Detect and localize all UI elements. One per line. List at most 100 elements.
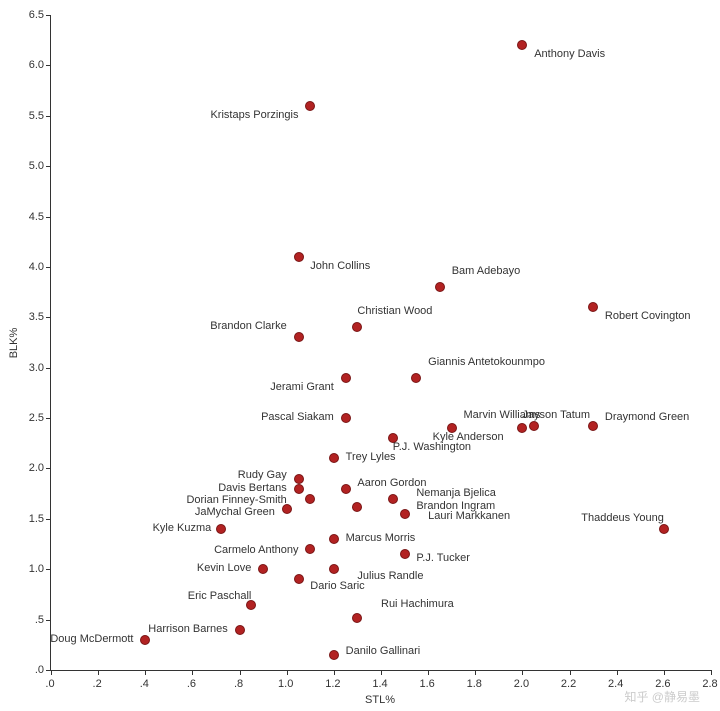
data-point — [588, 421, 598, 431]
y-tick — [46, 116, 51, 117]
data-point — [282, 504, 292, 514]
data-point — [294, 574, 304, 584]
data-label: Giannis Antetokounmpo — [428, 357, 545, 368]
y-tick-label: .5 — [22, 614, 44, 626]
y-tick — [46, 15, 51, 16]
data-point — [305, 494, 315, 504]
y-tick — [46, 519, 51, 520]
data-label: Marvin Williams — [464, 410, 541, 421]
x-tick-label: 2.0 — [514, 678, 529, 690]
watermark: 知乎 @静易墨 — [624, 688, 700, 705]
data-label: Thaddeus Young — [581, 513, 664, 524]
data-point — [400, 509, 410, 519]
data-label: Rui Hachimura — [381, 599, 454, 610]
y-tick-label: 5.5 — [22, 110, 44, 122]
data-point — [588, 302, 598, 312]
x-tick-label: 1.2 — [325, 678, 340, 690]
data-label: Marcus Morris — [346, 533, 416, 544]
data-label: P.J. Tucker — [416, 553, 470, 564]
x-tick-label: .8 — [234, 678, 243, 690]
y-tick — [46, 217, 51, 218]
x-tick — [664, 670, 665, 675]
data-label: Nemanja Bjelica — [416, 488, 495, 499]
data-label: Trey Lyles — [346, 452, 396, 463]
y-tick-label: 5.0 — [22, 160, 44, 172]
y-tick — [46, 468, 51, 469]
data-label: Doug McDermott — [50, 634, 133, 645]
x-tick-label: .0 — [45, 678, 54, 690]
x-tick — [240, 670, 241, 675]
data-point — [294, 484, 304, 494]
x-tick-label: 2.6 — [655, 678, 670, 690]
data-label: Pascal Siakam — [261, 412, 334, 423]
x-tick — [98, 670, 99, 675]
x-tick-label: .2 — [93, 678, 102, 690]
data-point — [329, 453, 339, 463]
x-tick — [711, 670, 712, 675]
x-tick — [570, 670, 571, 675]
data-point — [235, 625, 245, 635]
data-point — [294, 332, 304, 342]
y-tick — [46, 267, 51, 268]
x-tick-label: 1.6 — [419, 678, 434, 690]
data-label: Kevin Love — [197, 563, 251, 574]
data-label: Kyle Kuzma — [153, 523, 212, 534]
x-tick-label: 1.4 — [372, 678, 387, 690]
data-point — [329, 534, 339, 544]
data-point — [352, 613, 362, 623]
y-tick — [46, 620, 51, 621]
y-tick-label: 3.0 — [22, 362, 44, 374]
x-tick-label: 2.4 — [608, 678, 623, 690]
data-label: JaMychal Green — [195, 507, 275, 518]
y-axis-label: BLK% — [8, 327, 20, 358]
y-tick — [46, 569, 51, 570]
x-tick-label: .6 — [187, 678, 196, 690]
y-tick-label: 6.0 — [22, 59, 44, 71]
x-tick — [334, 670, 335, 675]
data-point — [352, 322, 362, 332]
data-point — [341, 413, 351, 423]
data-point — [329, 650, 339, 660]
x-axis-label: STL% — [365, 694, 395, 706]
y-tick-label: 6.5 — [22, 9, 44, 21]
data-point — [352, 502, 362, 512]
scatter-chart: Anthony DavisKristaps PorzingisJohn Coll… — [0, 0, 720, 711]
data-label: Davis Bertans — [218, 483, 286, 494]
data-point — [305, 544, 315, 554]
y-tick — [46, 166, 51, 167]
y-tick-label: 4.0 — [22, 261, 44, 273]
data-point — [659, 524, 669, 534]
x-tick — [522, 670, 523, 675]
data-label: Carmelo Anthony — [214, 545, 298, 556]
x-tick — [475, 670, 476, 675]
data-label: P.J. Washington — [393, 442, 471, 453]
y-tick-label: 1.0 — [22, 563, 44, 575]
data-label: Brandon Clarke — [210, 321, 286, 332]
data-point — [140, 635, 150, 645]
plot-area: Anthony DavisKristaps PorzingisJohn Coll… — [50, 15, 711, 671]
data-point — [294, 252, 304, 262]
y-tick — [46, 65, 51, 66]
data-label: Kristaps Porzingis — [210, 110, 298, 121]
y-tick-label: .0 — [22, 664, 44, 676]
data-point — [305, 101, 315, 111]
data-point — [517, 40, 527, 50]
x-tick — [617, 670, 618, 675]
data-point — [216, 524, 226, 534]
data-point — [341, 484, 351, 494]
y-tick-label: 4.5 — [22, 211, 44, 223]
x-tick — [428, 670, 429, 675]
data-point — [517, 423, 527, 433]
data-label: Julius Randle — [357, 571, 423, 582]
data-label: Dario Saric — [310, 581, 364, 592]
data-label: Danilo Gallinari — [346, 646, 421, 657]
x-tick — [381, 670, 382, 675]
y-tick — [46, 368, 51, 369]
y-tick-label: 3.5 — [22, 311, 44, 323]
x-tick-label: .4 — [140, 678, 149, 690]
y-tick-label: 2.0 — [22, 462, 44, 474]
data-point — [388, 494, 398, 504]
data-label: Dorian Finney-Smith — [186, 495, 286, 506]
data-label: Christian Wood — [357, 306, 432, 317]
data-label: Harrison Barnes — [148, 624, 227, 635]
